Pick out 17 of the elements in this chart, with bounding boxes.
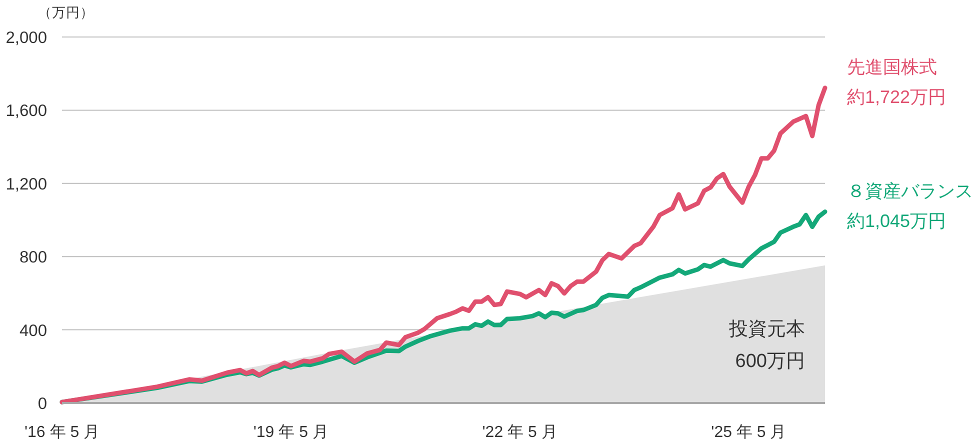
ytick: 2,000 xyxy=(6,29,47,47)
xtick: '16 年 5 月 xyxy=(24,424,100,440)
series-name: 先進国株式 xyxy=(847,56,937,77)
xtick: '19 年 5 月 xyxy=(253,424,328,440)
ytick: 1,200 xyxy=(6,175,47,194)
ylabel: （万円） xyxy=(38,5,94,20)
xtick: '22 年 5 月 xyxy=(482,424,558,440)
ytick: 800 xyxy=(19,248,47,267)
annotation: 600万円 xyxy=(735,351,805,372)
xtick: '25 年 5 月 xyxy=(711,424,786,440)
annotation: 約1,045万円 xyxy=(847,210,946,231)
area-name: 投資元本 xyxy=(729,319,805,340)
ytick: 400 xyxy=(19,322,47,340)
series-name: ８資産バランス xyxy=(847,180,973,201)
annotation: 約1,722万円 xyxy=(847,86,946,107)
ytick: 0 xyxy=(38,395,47,413)
ytick: 1,600 xyxy=(6,102,47,120)
